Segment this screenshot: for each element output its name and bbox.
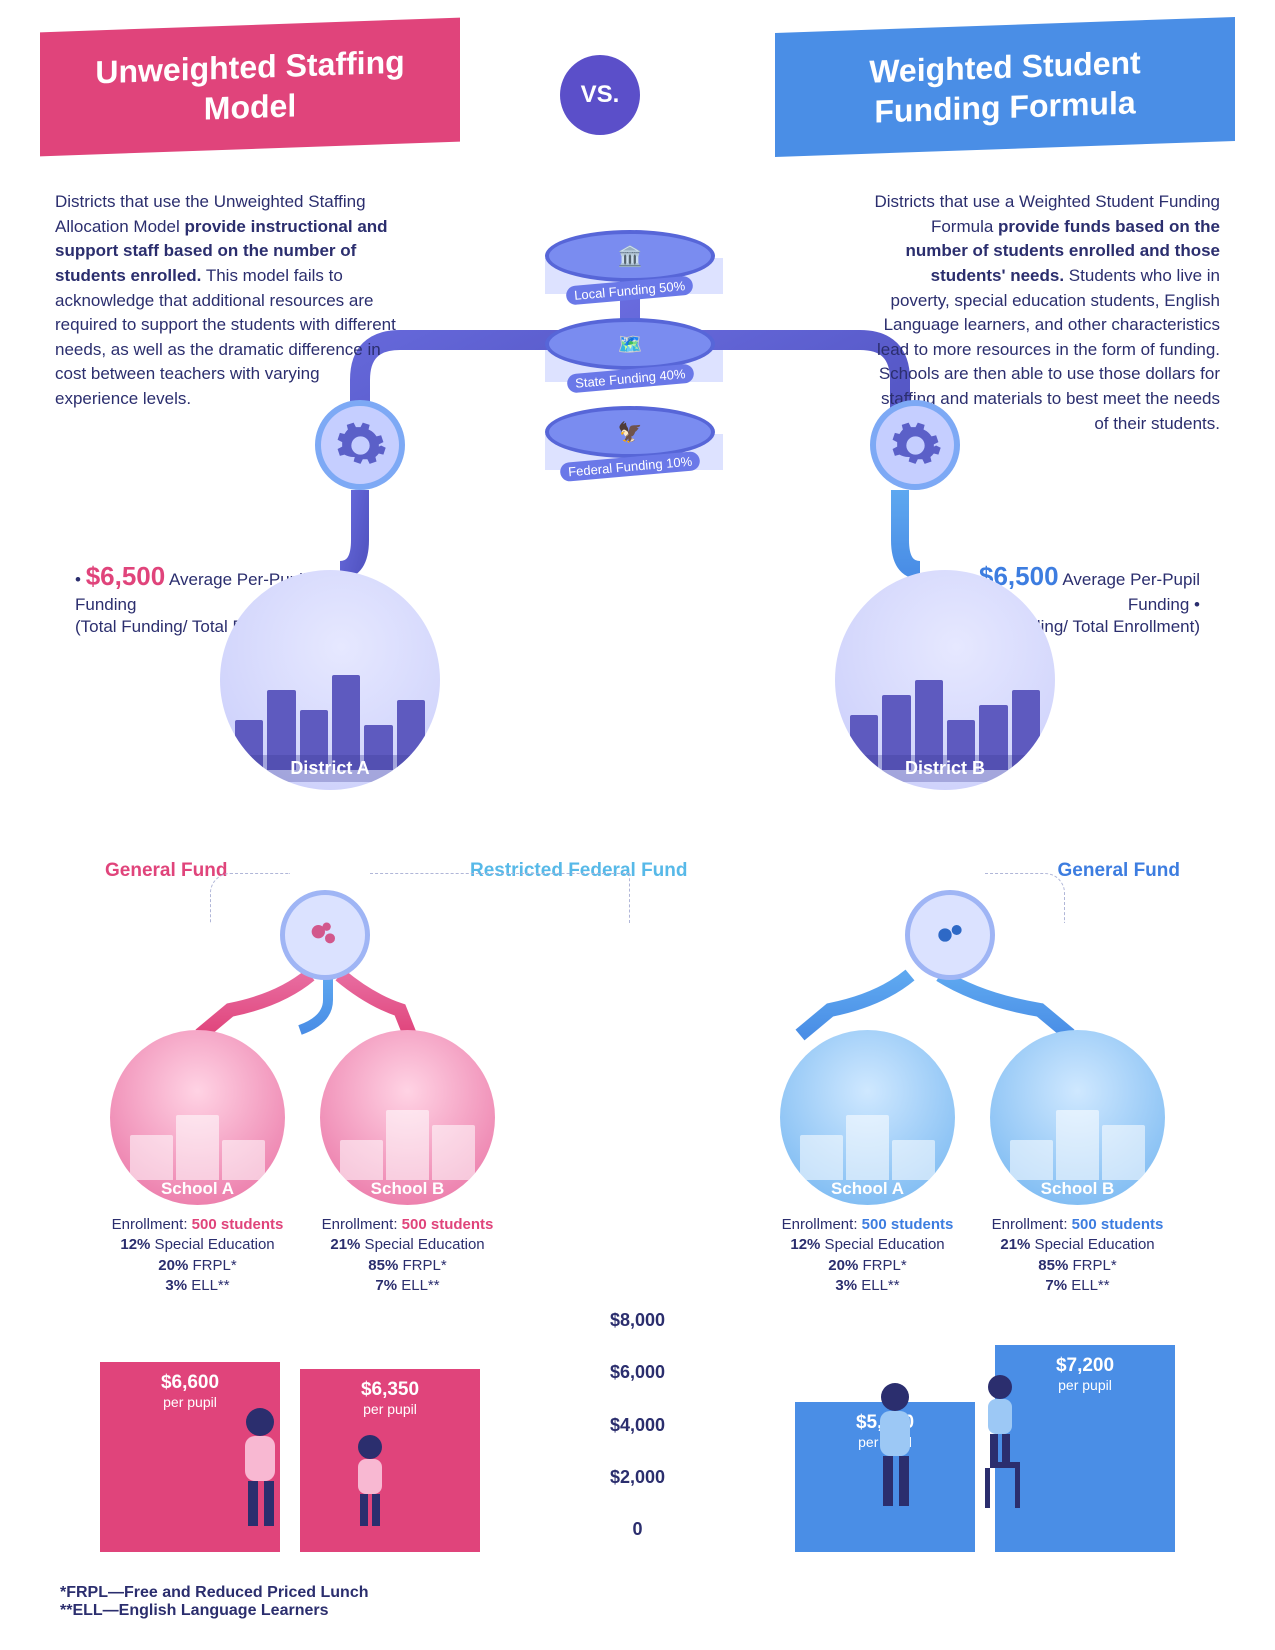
y-axis: $8,000 $6,000 $4,000 $2,000 0 (588, 1310, 688, 1540)
dot-left (210, 873, 290, 923)
funding-local-label: Local Funding 50% (566, 275, 694, 305)
school-b-right: School B (990, 1030, 1165, 1205)
district-a: District A (220, 570, 440, 790)
general-fund-right: General Fund (1058, 860, 1180, 882)
school-b-left: School B (320, 1030, 495, 1205)
district-b-label: District B (835, 755, 1055, 782)
stats-right-b: Enrollment: 500 students 21% Special Edu… (980, 1215, 1175, 1296)
gear-left (315, 400, 405, 490)
funding-federal-label: Federal Funding 10% (559, 451, 700, 482)
school-a-left-label: School A (110, 1179, 285, 1199)
school-b-left-label: School B (320, 1179, 495, 1199)
vs-badge: VS. (560, 55, 640, 135)
funding-stack: 🏛️ Local Funding 50% 🗺️ State Funding 40… (530, 230, 730, 510)
district-b: District B (835, 570, 1055, 790)
funding-local-disc: 🏛️ Local Funding 50% (545, 230, 715, 282)
stats-left-b: Enrollment: 500 students 21% Special Edu… (310, 1215, 505, 1296)
stats-right-a: Enrollment: 500 students 12% Special Edu… (770, 1215, 965, 1296)
school-a-right-label: School A (780, 1179, 955, 1199)
small-gear-right (905, 890, 995, 980)
district-a-label: District A (220, 755, 440, 782)
gear-right (870, 400, 960, 490)
funding-state-disc: 🗺️ State Funding 40% (545, 318, 715, 370)
header-weighted: Weighted Student Funding Formula (775, 17, 1235, 157)
desc-weighted: Districts that use a Weighted Student Fu… (870, 190, 1220, 436)
desc-unweighted: Districts that use the Unweighted Staffi… (55, 190, 405, 412)
footnotes: *FRPL—Free and Reduced Priced Lunch **EL… (60, 1584, 369, 1620)
general-fund-left: General Fund (105, 860, 227, 882)
funding-state-label: State Funding 40% (566, 364, 694, 394)
pp-right-label: Average Per-Pupil Funding (1062, 570, 1200, 614)
school-a-right: School A (780, 1030, 955, 1205)
school-a-left: School A (110, 1030, 285, 1205)
stats-left-a: Enrollment: 500 students 12% Special Edu… (100, 1215, 295, 1296)
bar-chart: $8,000 $6,000 $4,000 $2,000 0 $6,600per … (70, 1310, 1205, 1570)
pp-left-amt: $6,500 (86, 561, 166, 591)
dot-right (985, 873, 1065, 923)
dot-mid (370, 873, 630, 923)
small-gear-left (280, 890, 370, 980)
funding-federal-disc: 🦅 Federal Funding 10% (545, 406, 715, 458)
people-left-icon (190, 1392, 450, 1552)
header-unweighted: Unweighted Staffing Model (40, 18, 460, 157)
people-right-icon (825, 1362, 1085, 1552)
school-b-right-label: School B (990, 1179, 1165, 1199)
